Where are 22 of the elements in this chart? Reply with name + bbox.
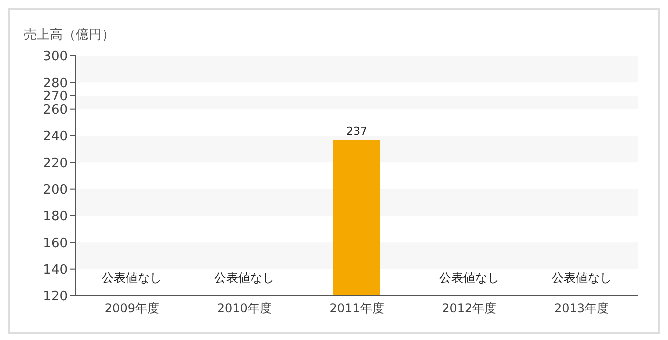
y-tick-label: 220 [43, 156, 68, 172]
y-tick-label: 240 [43, 130, 68, 145]
x-tick-label: 2011年度 [330, 302, 384, 316]
y-axis-title: 売上高（億円） [24, 27, 115, 44]
y-tick-label: 260 [43, 102, 68, 118]
y-tick-label: 280 [43, 76, 68, 92]
y-tick-label: 120 [43, 290, 68, 305]
y-tick-label: 300 [43, 50, 68, 65]
x-tick-label: 2013年度 [554, 302, 610, 316]
y-tick-label: 140 [43, 262, 68, 278]
y-tick-label: 160 [43, 236, 68, 252]
text: 公表値なし [439, 271, 500, 285]
data-label: 237 [346, 125, 368, 138]
text: 公表値なし [552, 271, 612, 285]
text: 公表値なし [214, 271, 275, 285]
y-tick-label: 180 [43, 210, 68, 225]
x-tick-label: 2012年度 [442, 302, 497, 316]
y-tick-label: 200 [43, 182, 68, 198]
x-tick-label: 2009年度 [104, 302, 160, 316]
text: 公表値なし [102, 271, 162, 285]
y-tick-label: 270 [43, 90, 68, 105]
x-tick-label: 2010年度 [217, 302, 272, 316]
